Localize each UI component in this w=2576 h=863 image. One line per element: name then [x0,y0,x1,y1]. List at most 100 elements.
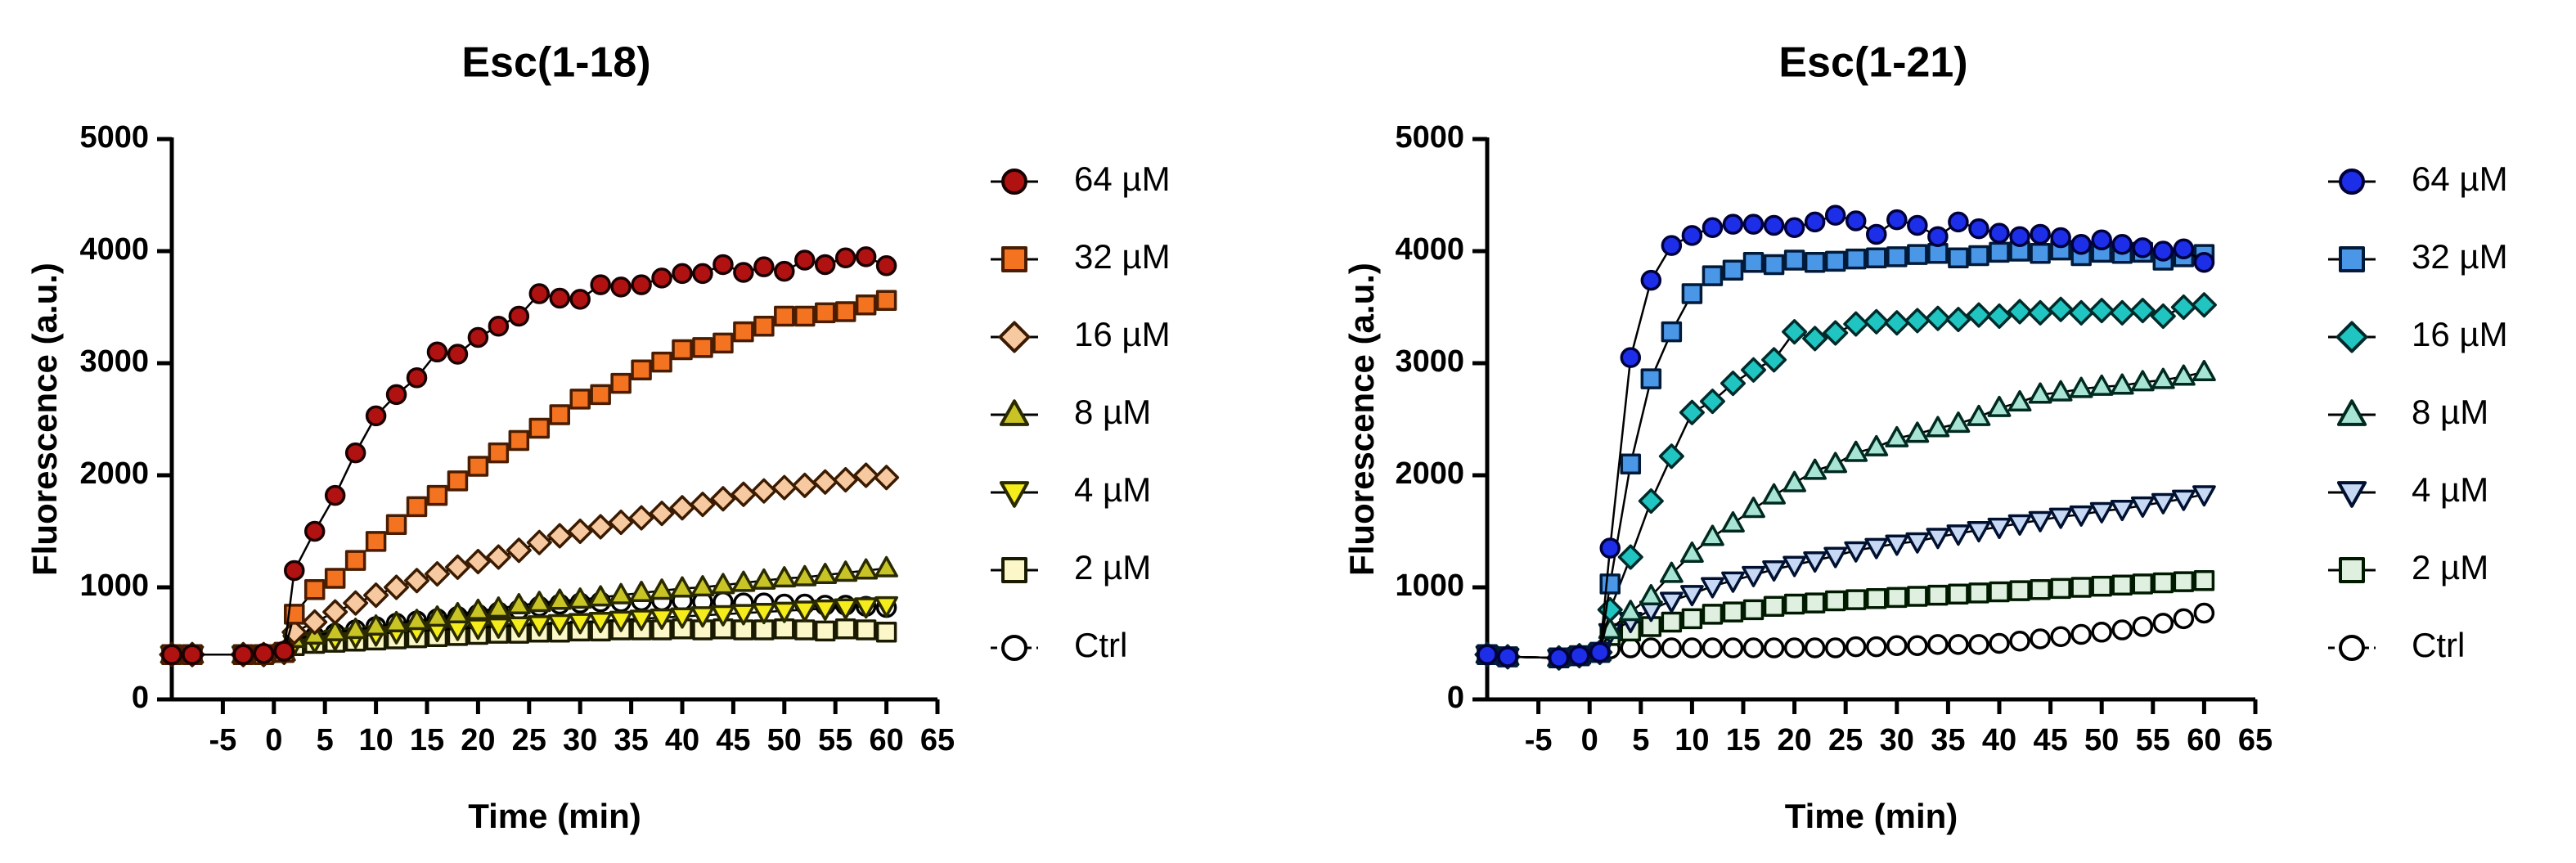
data-point [1864,537,1889,560]
data-point [1948,247,1969,268]
data-point [731,570,756,592]
data-point [1948,583,1969,605]
data-point [1742,637,1765,658]
legend-item: 4 µM [991,470,1151,509]
data-point [1967,521,1991,543]
data-point [631,274,652,295]
data-point [323,619,348,641]
data-point [711,573,735,595]
data-point [2030,223,2051,245]
data-point [2130,496,2155,518]
data-point [1927,634,1949,655]
data-point [1948,634,1969,655]
data-point [1477,644,1498,665]
data-point [253,643,275,664]
data-point [1886,209,1908,231]
data-point [1866,247,1887,268]
data-point [1885,425,1909,447]
x-tick-label: 25 [512,723,546,757]
legend-marker [2339,557,2365,583]
data-point [672,339,693,361]
data-point [324,568,346,589]
data-point [2171,489,2196,511]
x-tick-label: 20 [461,723,495,757]
data-point [405,609,429,631]
data-point [303,520,326,542]
data-point [855,619,877,641]
data-point [814,254,836,276]
data-point [2111,234,2133,255]
data-point [590,384,611,406]
data-point [1843,311,1869,337]
data-point [1845,636,1867,658]
data-point [1966,302,1992,328]
data-point [1885,534,1909,556]
data-point [322,599,348,625]
data-point [651,267,672,289]
legend-marker [2336,481,2367,508]
data-point [690,606,715,628]
data-point [485,544,511,570]
x-tick-label: 60 [2187,723,2221,757]
data-point [1864,434,1889,456]
data-point [303,578,326,600]
data-point [1783,470,1806,492]
x-tick-label: 50 [2084,723,2119,757]
data-point [344,442,366,464]
data-point [365,531,387,552]
data-point [650,578,674,600]
data-point [1701,577,1724,599]
data-point [711,605,735,627]
data-point [853,462,879,488]
data-point [1661,637,1683,658]
legend-item: 2 µM [2328,548,2488,587]
data-point [752,603,776,625]
y-tick-label: 2000 [79,456,149,491]
legend-marker [2335,321,2368,353]
data-point [1742,599,1765,621]
data-point [2110,500,2134,522]
data-point [2150,303,2176,329]
data-point [794,305,816,327]
data-point [426,484,448,506]
data-point [649,501,675,527]
data-point [1741,357,1767,383]
data-point [2132,573,2154,595]
data-point [1844,440,1868,462]
data-point [833,466,859,492]
data-point [1618,600,1643,622]
legend-label: 16 µM [1074,315,1171,353]
data-point [2068,299,2094,326]
data-point [2111,574,2133,596]
legend-marker [1001,635,1027,661]
data-point [608,510,634,536]
data-point [855,294,877,316]
x-tick-label: 45 [716,723,750,757]
data-point [2192,360,2216,382]
data-point [2091,229,2112,251]
data-point [733,262,754,283]
data-point [1968,634,1989,655]
data-point [610,372,632,394]
y-tick-label: 4000 [1395,232,1464,267]
legend-label: 16 µM [2412,315,2508,353]
data-point [2007,299,2033,325]
data-point [344,618,368,640]
data-point [812,469,838,495]
data-point [1886,246,1908,267]
y-tick-label: 2000 [1395,456,1464,491]
legend-item: Ctrl [2328,626,2465,664]
data-point [1620,453,1642,475]
data-point [1845,248,1867,270]
y-axis-title: Fluorescence (a.u.) [25,263,64,576]
data-point [1804,251,1826,273]
data-point [2009,226,2030,247]
x-tick-label: 5 [1632,723,1649,757]
data-point [670,576,695,598]
data-point [425,605,449,627]
chart-title: Esc(1-18) [461,39,650,87]
data-point [2007,514,2032,536]
data-point [1946,524,1971,546]
data-point [1722,601,1744,623]
data-point [546,523,573,549]
